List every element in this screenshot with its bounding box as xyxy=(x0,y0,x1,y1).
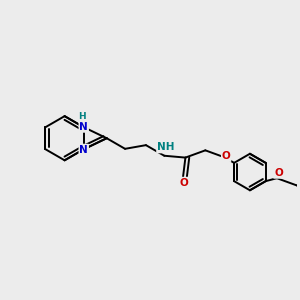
Text: N: N xyxy=(80,145,88,154)
Text: N: N xyxy=(80,122,88,132)
Text: H: H xyxy=(78,112,86,122)
Text: NH: NH xyxy=(157,142,175,152)
Text: O: O xyxy=(180,178,189,188)
Text: O: O xyxy=(222,151,230,161)
Text: O: O xyxy=(274,168,283,178)
